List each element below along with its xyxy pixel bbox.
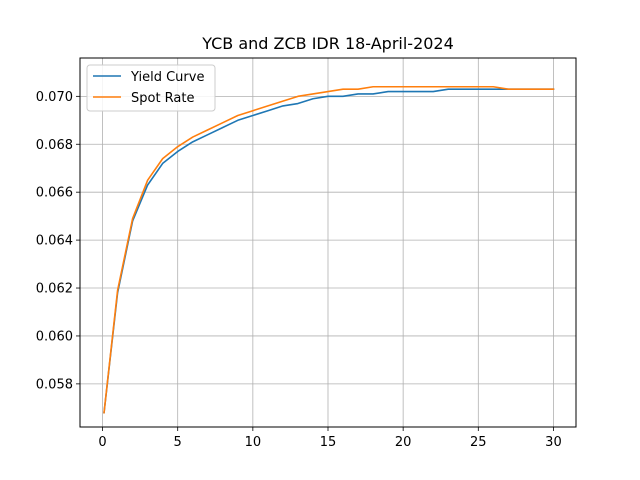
x-tick-label: 0: [98, 435, 106, 450]
y-tick-label: 0.070: [36, 90, 73, 105]
y-tick-label: 0.062: [36, 282, 73, 297]
y-tick-label: 0.068: [36, 138, 73, 153]
series-line-spot-rate: [103, 85, 555, 414]
x-tick-label: 20: [395, 435, 412, 450]
x-tick-label: 5: [174, 435, 182, 450]
x-tick-label: 25: [470, 435, 487, 450]
y-axis-ticks: 0.058 0.060 0.062 0.064 0.066 0.068 0.070: [36, 90, 80, 392]
x-tick-label: 15: [320, 435, 337, 450]
legend-label: Yield Curve: [130, 70, 204, 85]
chart-title: YCB and ZCB IDR 18-April-2024: [201, 34, 454, 53]
y-tick-label: 0.066: [36, 186, 73, 201]
y-tick-label: 0.058: [36, 377, 73, 392]
x-tick-label: 10: [245, 435, 262, 450]
legend: Yield Curve Spot Rate: [86, 64, 216, 112]
series-line-yield-curve: [103, 88, 555, 414]
series-lines: [103, 85, 555, 414]
x-tick-label: 30: [545, 435, 562, 450]
x-axis-ticks: 0 5 10 15 20 25 30: [98, 427, 562, 450]
legend-label: Spot Rate: [131, 91, 195, 106]
y-tick-label: 0.064: [36, 234, 73, 249]
y-tick-label: 0.060: [36, 329, 73, 344]
